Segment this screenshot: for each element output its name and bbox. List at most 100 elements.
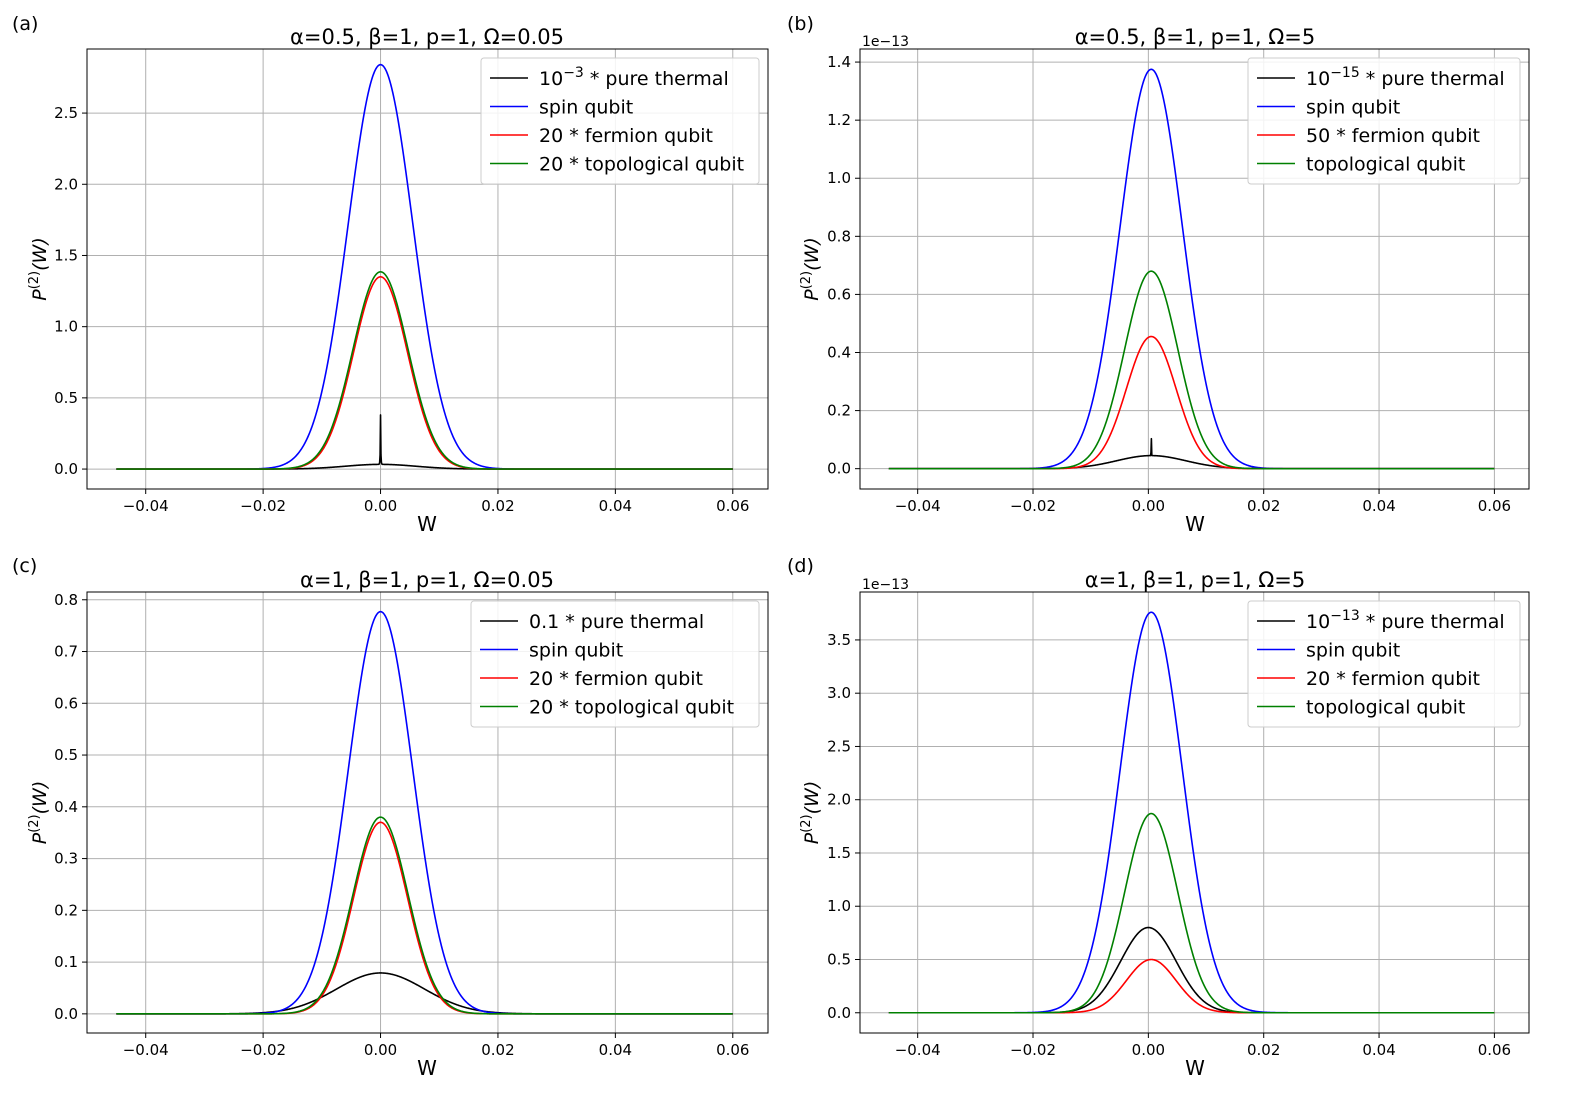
x-tick-label: 0.04 [599,497,632,515]
chart-panel-b: (b) α=0.5, β=1, p=1, Ω=5 −0.04 −0.02 0.00 0.0… [787,13,1530,536]
x-tick-label: −0.04 [895,497,941,515]
legend-entry: 0.1 * pure thermal [529,611,704,633]
y-tick-label: 0.7 [54,643,78,661]
y-tick-label: 1.5 [827,844,851,862]
x-tick-label: 0.00 [1132,1041,1165,1059]
x-tick-label: −0.02 [1010,497,1056,515]
legend-entry: 20 * fermion qubit [1306,668,1480,690]
chart-title: α=0.5, β=1, p=1, Ω=5 [1075,25,1316,49]
y-axis-label: P(2)(W) [799,237,823,301]
x-tick-label: −0.02 [240,497,286,515]
legend-entry: 20 * fermion qubit [539,125,713,147]
x-axis-label: W [1185,1056,1205,1080]
panel-label: (a) [12,13,38,35]
series-line-fermion-qubit [888,335,1495,470]
legend [1247,600,1521,728]
legend-entry: spin qubit [539,97,633,119]
legend-entry: 20 * topological qubit [529,697,734,719]
y-tick-label: 2.0 [54,175,78,193]
series-line-topological-qubit [888,812,1495,1014]
legend-entry: topological qubit [1306,697,1465,719]
y-tick-label: 0.2 [827,402,851,420]
chart-panel-d: (d)α=1, β=1, p=1, Ω=5−0.04 −0.02 0.00 0.02 0… [787,555,1530,1080]
series-line-fermion-qubit [888,958,1495,1014]
legend-entry: 20 * fermion qubit [529,668,703,690]
y-tick-label: 0.4 [827,343,851,361]
plot-frame [86,48,769,490]
series-line-pure-thermal [115,972,734,1015]
x-tick-label: 0.06 [716,1041,749,1059]
legend [470,600,760,728]
x-axis-label: W [417,512,437,536]
x-axis-label: W [417,1056,437,1080]
y-tick-label: 2.5 [827,737,851,755]
x-tick-label: −0.02 [240,1041,286,1059]
x-tick-label: 0.06 [1478,1041,1511,1059]
x-tick-label: 0.02 [1247,1041,1280,1059]
legend-entry: 10−13 * pure thermal [1306,608,1505,633]
y-tick-label: 1.5 [54,246,78,264]
legend [480,57,760,185]
y-tick-label: 1.0 [827,169,851,187]
y-tick-label: 0.6 [827,285,851,303]
panel-label: (d) [787,555,814,577]
x-tick-label: 0.02 [481,1041,514,1059]
y-tick-label: 0.5 [54,746,78,764]
y-tick-label: 0.0 [827,1004,851,1022]
chart-panel-c: (c) α=1, β=1, p=1, Ω=0.05 −0.04 −0.02 0.00 0.… [12,555,769,1080]
plot-frame [859,591,1530,1034]
x-tick-label: 0.00 [364,1041,397,1059]
x-tick-label: 0.02 [481,497,514,515]
y-offset-text: 1e−13 [862,577,909,593]
legend-entry: topological qubit [1306,154,1465,176]
y-tick-label: 1.2 [827,111,851,129]
chart-title: α=0.5, β=1, p=1, Ω=0.05 [290,25,564,49]
y-tick-label: 0.0 [54,460,78,478]
y-tick-label: 1.0 [54,318,78,336]
y-axis-label: P(2)(W) [27,237,51,301]
legend-entry: 10−15 * pure thermal [1306,65,1505,90]
y-tick-label: 1.4 [827,53,851,71]
y-tick-label: 0.4 [54,798,78,816]
legend-entry: 10−3 * pure thermal [539,65,729,90]
x-tick-label: −0.04 [123,1041,169,1059]
series-line-topological-qubit [888,270,1495,470]
legend [1247,57,1521,185]
x-tick-label: −0.02 [1010,1041,1056,1059]
legend-entry: spin qubit [1306,640,1400,662]
legend-entry: spin qubit [1306,97,1400,119]
x-tick-label: 0.04 [1362,497,1395,515]
y-tick-label: 0.8 [54,591,78,609]
x-tick-label: 0.00 [364,497,397,515]
x-tick-label: 0.06 [1478,497,1511,515]
y-axis-label: P(2)(W) [27,781,51,845]
y-tick-label: 0.8 [827,227,851,245]
series-line-pure-thermal [115,414,734,470]
y-tick-label: 0.1 [54,953,78,971]
y-tick-label: 0.5 [827,951,851,969]
legend-entry: spin qubit [529,640,623,662]
y-axis-label: P(2)(W) [799,781,823,845]
y-tick-label: 0.2 [54,901,78,919]
y-tick-label: 2.0 [827,791,851,809]
series-line-topological-qubit [115,816,734,1015]
y-tick-label: 2.5 [54,104,78,122]
series-line-pure-thermal [888,926,1495,1014]
x-tick-label: 0.00 [1132,497,1165,515]
chart-title: α=1, β=1, p=1, Ω=5 [1085,568,1306,592]
y-tick-label: 3.0 [827,684,851,702]
y-tick-label: 0.3 [54,850,78,868]
chart-panel-a: (a)α=0.5, β=1, p=1, Ω=0.05−0.04 −0.02 0.00… [12,13,769,536]
x-tick-label: 0.06 [716,497,749,515]
panel-label: (b) [787,13,814,35]
series-line-pure-thermal [888,437,1495,470]
y-tick-label: 0.0 [54,1005,78,1023]
plot-frame [859,48,1530,490]
y-offset-text: 1e−13 [862,34,909,50]
legend-entry: 50 * fermion qubit [1306,125,1480,147]
x-tick-label: 0.04 [1362,1041,1395,1059]
x-tick-label: 0.02 [1247,497,1280,515]
y-tick-label: 0.6 [54,694,78,712]
series-line-topological-qubit [115,271,734,470]
